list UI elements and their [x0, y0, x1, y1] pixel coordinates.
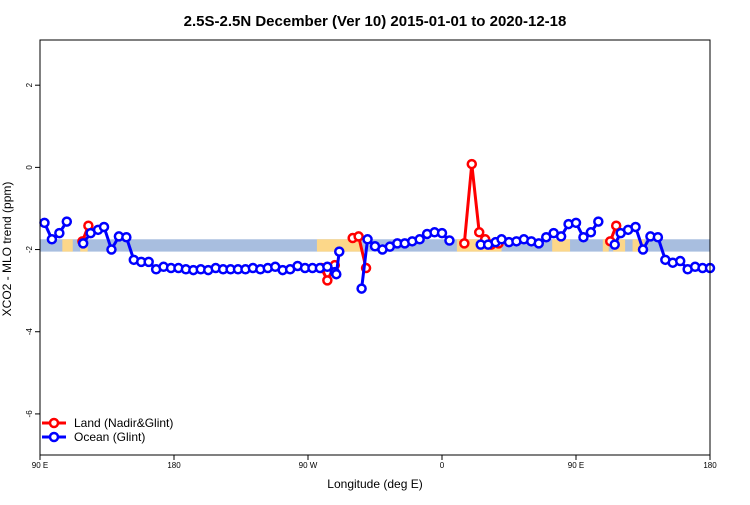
ocean-point-1-0	[77, 238, 89, 249]
chart-title: 2.5S-2.5N December (Ver 10) 2015-01-01 t…	[184, 13, 567, 30]
land-band-6	[602, 239, 609, 252]
ocean-point-1-6	[121, 231, 132, 243]
ocean-point-3-8	[533, 238, 545, 249]
x-axis: 90 E 180 90 W 0 90 E 180	[32, 455, 717, 470]
ocean-point-4-0	[609, 239, 620, 250]
series-layer	[39, 158, 716, 294]
y-tick-label-0: 2	[25, 82, 34, 87]
ocean-point-1-36	[334, 246, 345, 257]
land-band-5	[552, 239, 571, 252]
ocean-point-1-9	[143, 256, 154, 268]
land-band-8	[632, 239, 645, 252]
land-point-3-2	[473, 227, 485, 238]
x-tick-label-3: 0	[440, 461, 445, 470]
land-point-2-1	[353, 231, 364, 242]
ocean-point-0-1	[46, 234, 58, 245]
ocean-point-1-33	[322, 261, 333, 273]
ocean-point-1-35	[331, 268, 342, 280]
legend-ocean-label: Ocean (Glint)	[74, 430, 145, 444]
y-tick-label-1: 0	[25, 165, 34, 170]
x-tick-label-4: 90 E	[568, 461, 584, 470]
ocean-point-4-4	[637, 244, 649, 255]
ocean-point-3-9	[540, 231, 552, 243]
ocean-point-3-16	[593, 216, 604, 227]
land-point-3-1	[466, 158, 478, 170]
x-tick-label-5: 180	[703, 461, 717, 470]
ocean-point-1-4	[106, 244, 117, 255]
ocean-point-2-11	[436, 227, 448, 239]
x-tick-label-2: 90 W	[299, 461, 318, 470]
land-point-3-0	[459, 238, 470, 249]
ocean-point-3-15	[585, 227, 597, 238]
x-tick-label-1: 180	[167, 461, 181, 470]
ocean-point-3-14	[578, 231, 589, 243]
y-axis-label: XCO2 - MLO trend (ppm)	[0, 182, 14, 317]
ocean-point-1-3	[98, 221, 110, 233]
y-axis: 2 0 -2 -4 -6	[25, 82, 40, 417]
legend-ocean-marker	[48, 431, 60, 443]
ocean-point-2-8	[414, 234, 425, 245]
x-tick-label-0: 90 E	[32, 461, 48, 470]
legend-land-marker	[48, 417, 60, 429]
ocean-point-2-0	[356, 283, 367, 294]
y-tick-label-2: -2	[25, 245, 34, 253]
ocean-point-3-13	[570, 217, 582, 229]
land-band-1	[62, 239, 73, 252]
plot-frame	[39, 39, 711, 456]
ocean-point-4-6	[652, 231, 664, 243]
y-tick-label-4: -6	[25, 410, 34, 418]
ocean-point-0-0	[39, 217, 50, 229]
ocean-point-0-3	[61, 216, 73, 227]
ocean-point-2-12	[444, 235, 455, 246]
ocean-series	[39, 216, 716, 294]
ocean-point-2-1	[362, 234, 373, 245]
land-point-1-1	[322, 275, 333, 286]
legend: Land (Nadir&Glint) Ocean (Glint)	[42, 416, 173, 444]
ocean-point-3-11	[555, 231, 567, 242]
legend-land-label: Land (Nadir&Glint)	[74, 416, 173, 430]
y-tick-label-3: -4	[25, 328, 34, 336]
land-point-4-1	[610, 220, 622, 231]
ocean-point-4-3	[630, 221, 641, 233]
ocean-point-4-9	[674, 255, 686, 267]
ocean-point-0-2	[54, 227, 65, 239]
x-axis-label: Longitude (deg E)	[327, 477, 422, 491]
